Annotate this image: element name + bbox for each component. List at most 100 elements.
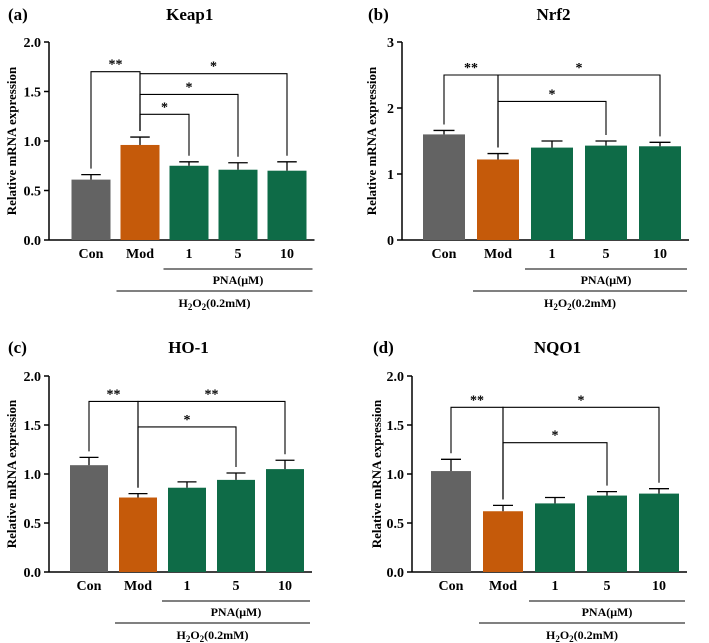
bar bbox=[169, 165, 209, 240]
x-tick-label: 5 bbox=[604, 579, 611, 594]
significance-label: ** bbox=[109, 58, 123, 73]
chart-title: NQO1 bbox=[534, 338, 581, 357]
pna-group-label: PNA(μM) bbox=[582, 605, 633, 619]
y-tick-label: 1.0 bbox=[24, 135, 42, 150]
significance-label: * bbox=[576, 61, 583, 76]
significance-label: * bbox=[186, 80, 193, 95]
y-tick-label: 0.0 bbox=[24, 566, 42, 581]
x-tick-label: Mod bbox=[126, 247, 154, 262]
bar bbox=[218, 169, 258, 240]
y-axis-label: Relative mRNA expression bbox=[4, 399, 19, 548]
significance-bracket bbox=[139, 113, 190, 156]
pna-group-label: PNA(μM) bbox=[581, 273, 632, 287]
h2o2-label-part: H bbox=[178, 296, 188, 310]
x-tick-label: Mod bbox=[489, 579, 517, 594]
h2o2-group-label: H2O2(0.2mM) bbox=[178, 296, 250, 312]
x-tick-label: 5 bbox=[233, 579, 240, 594]
bar bbox=[587, 495, 627, 572]
bar bbox=[267, 170, 307, 240]
bar bbox=[431, 471, 471, 572]
y-tick-label: 1.0 bbox=[24, 468, 42, 483]
y-tick-label: 0.5 bbox=[24, 185, 42, 200]
y-tick-label: 0.5 bbox=[24, 517, 42, 532]
panel-label: (b) bbox=[368, 5, 389, 24]
bar bbox=[119, 497, 157, 572]
h2o2-label-part: O bbox=[560, 628, 569, 642]
bar bbox=[120, 144, 160, 240]
bar bbox=[423, 134, 465, 240]
h2o2-label-part: 2 bbox=[202, 302, 207, 312]
h2o2-label-part: H bbox=[544, 296, 554, 310]
y-tick-label: 1.5 bbox=[24, 86, 42, 101]
h2o2-label-part: 2 bbox=[567, 302, 572, 312]
h2o2-label-part: 2 bbox=[186, 634, 191, 643]
x-tick-label: Con bbox=[439, 579, 464, 594]
x-tick-label: 5 bbox=[235, 247, 242, 262]
significance-label: ** bbox=[205, 387, 219, 402]
x-tick-label: 10 bbox=[653, 247, 667, 262]
h2o2-label-part: (0.2mM) bbox=[574, 628, 618, 642]
y-tick-label: 2.0 bbox=[24, 370, 42, 385]
significance-label: * bbox=[549, 87, 556, 102]
x-tick-label: 10 bbox=[652, 579, 666, 594]
bar bbox=[477, 159, 519, 240]
significance-bracket bbox=[139, 93, 239, 157]
x-tick-label: Con bbox=[79, 247, 104, 262]
h2o2-label-part: 2 bbox=[555, 634, 560, 643]
panel-label: (a) bbox=[8, 5, 28, 24]
x-tick-label: 1 bbox=[186, 247, 193, 262]
h2o2-label-part: O bbox=[190, 628, 199, 642]
bar bbox=[531, 147, 573, 240]
significance-bracket bbox=[502, 406, 660, 500]
pna-group-label: PNA(μM) bbox=[211, 605, 262, 619]
significance-label: * bbox=[552, 429, 559, 444]
h2o2-label-part: O bbox=[558, 296, 567, 310]
x-tick-label: Mod bbox=[484, 247, 512, 262]
h2o2-label-part: O bbox=[192, 296, 201, 310]
bar bbox=[168, 487, 206, 572]
h2o2-label-part: (0.2mM) bbox=[206, 296, 250, 310]
significance-bracket bbox=[137, 426, 237, 488]
bar bbox=[639, 493, 679, 572]
y-tick-label: 0 bbox=[387, 234, 394, 249]
h2o2-group-label: H2O2(0.2mM) bbox=[176, 628, 248, 643]
y-tick-label: 0.5 bbox=[387, 517, 405, 532]
bar bbox=[70, 465, 108, 572]
bar bbox=[217, 479, 255, 572]
chart-panel-c: (c) HO-1 Relative mRNA expression 0.0 0.5 1.0… bbox=[4, 338, 312, 643]
significance-bracket bbox=[497, 100, 607, 148]
chart-panel-b: (b) Nrf2 Relative mRNA expression 0 1 2 3 Con Mo… bbox=[364, 5, 689, 312]
h2o2-label-part: 2 bbox=[553, 302, 558, 312]
x-tick-label: Con bbox=[77, 579, 102, 594]
y-tick-label: 1 bbox=[387, 168, 394, 183]
significance-label: * bbox=[210, 60, 217, 75]
significance-bracket bbox=[497, 74, 661, 148]
bar bbox=[266, 469, 304, 572]
panel-label: (c) bbox=[8, 338, 27, 357]
y-tick-label: 0.0 bbox=[387, 566, 405, 581]
x-tick-label: 1 bbox=[552, 579, 559, 594]
x-tick-label: 1 bbox=[549, 247, 556, 262]
h2o2-label-part: H bbox=[176, 628, 186, 642]
significance-label: * bbox=[184, 413, 191, 428]
y-tick-label: 0.0 bbox=[24, 234, 42, 249]
x-tick-label: 1 bbox=[184, 579, 191, 594]
significance-label: ** bbox=[464, 61, 478, 76]
chart-title: Keap1 bbox=[166, 5, 213, 24]
panel-label: (d) bbox=[373, 338, 394, 357]
significance-label: * bbox=[578, 393, 585, 408]
y-axis-label: Relative mRNA expression bbox=[4, 66, 19, 215]
significance-bracket bbox=[502, 442, 608, 500]
chart-panel-a: (a) Keap1 Relative mRNA expression 0.0 0.5 1.… bbox=[4, 5, 315, 312]
chart-title: HO-1 bbox=[168, 338, 209, 357]
h2o2-label-part: 2 bbox=[188, 302, 193, 312]
bar bbox=[585, 145, 627, 240]
y-tick-label: 2 bbox=[387, 102, 394, 117]
significance-label: * bbox=[161, 100, 168, 115]
y-tick-label: 3 bbox=[387, 36, 394, 51]
x-tick-label: Mod bbox=[124, 579, 152, 594]
y-tick-label: 1.5 bbox=[387, 419, 405, 434]
pna-group-label: PNA(μM) bbox=[213, 273, 264, 287]
x-tick-label: Con bbox=[432, 247, 457, 262]
